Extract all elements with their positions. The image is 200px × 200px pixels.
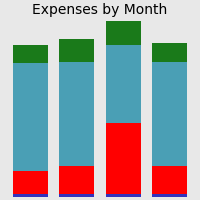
Title: Expenses by Month: Expenses by Month (32, 3, 168, 17)
Bar (13, 45, 48, 63)
Bar (13, 63, 48, 171)
Bar (152, 194, 187, 197)
Bar (152, 166, 187, 194)
Bar (152, 43, 187, 62)
Bar (106, 8, 141, 45)
Bar (59, 39, 94, 62)
Bar (106, 194, 141, 197)
Bar (152, 62, 187, 166)
Bar (13, 171, 48, 194)
Bar (106, 123, 141, 194)
Bar (106, 45, 141, 123)
Bar (13, 194, 48, 197)
Bar (59, 166, 94, 194)
Bar (59, 62, 94, 166)
Bar (59, 194, 94, 197)
